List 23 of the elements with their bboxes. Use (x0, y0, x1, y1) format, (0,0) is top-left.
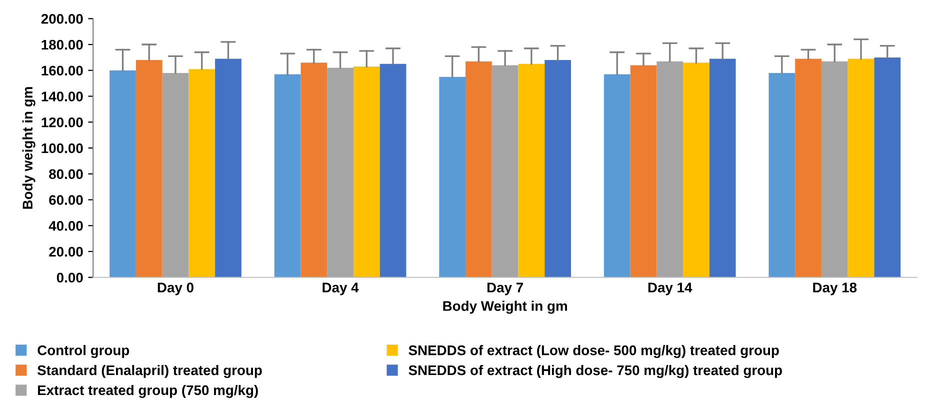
x-axis-title: Body Weight in gm (443, 300, 567, 314)
y-tick-label: 140.00 (42, 92, 83, 102)
y-tick-label: 40.00 (48, 220, 83, 231)
x-tick-label: Day 7 (487, 282, 523, 296)
y-axis-title: Body weight in gm (22, 87, 36, 209)
legend-label: Extract treated group (750 mg/kg) (38, 384, 258, 398)
y-tick-label: 160.00 (42, 66, 83, 76)
y-tick-label: 0.00 (56, 272, 83, 283)
x-tick-label: Day 4 (322, 282, 359, 296)
y-tick-label: 80.00 (49, 169, 83, 180)
x-tick-label: Day 0 (158, 282, 194, 296)
legend-label: SNEDDS of extract (High dose- 750 mg/kg) treated group (408, 364, 782, 378)
y-tick-label: 60.00 (49, 195, 83, 205)
legend-label: SNEDDS of extract (Low dose- 500 mg/kg) treated group (408, 345, 779, 358)
y-tick-label: 120.00 (42, 117, 83, 128)
legend-label: Standard (Enalapril) treated group (37, 364, 262, 378)
y-tick-label: 180.00 (42, 40, 83, 50)
y-tick-label: 200.00 (41, 14, 83, 24)
legend-label: Control group (38, 345, 130, 358)
x-tick-label: Day 18 (813, 282, 857, 296)
y-tick-label: 100.00 (42, 143, 83, 154)
y-tick-label: 20.00 (49, 246, 83, 257)
x-tick-label: Day 14 (648, 282, 692, 296)
